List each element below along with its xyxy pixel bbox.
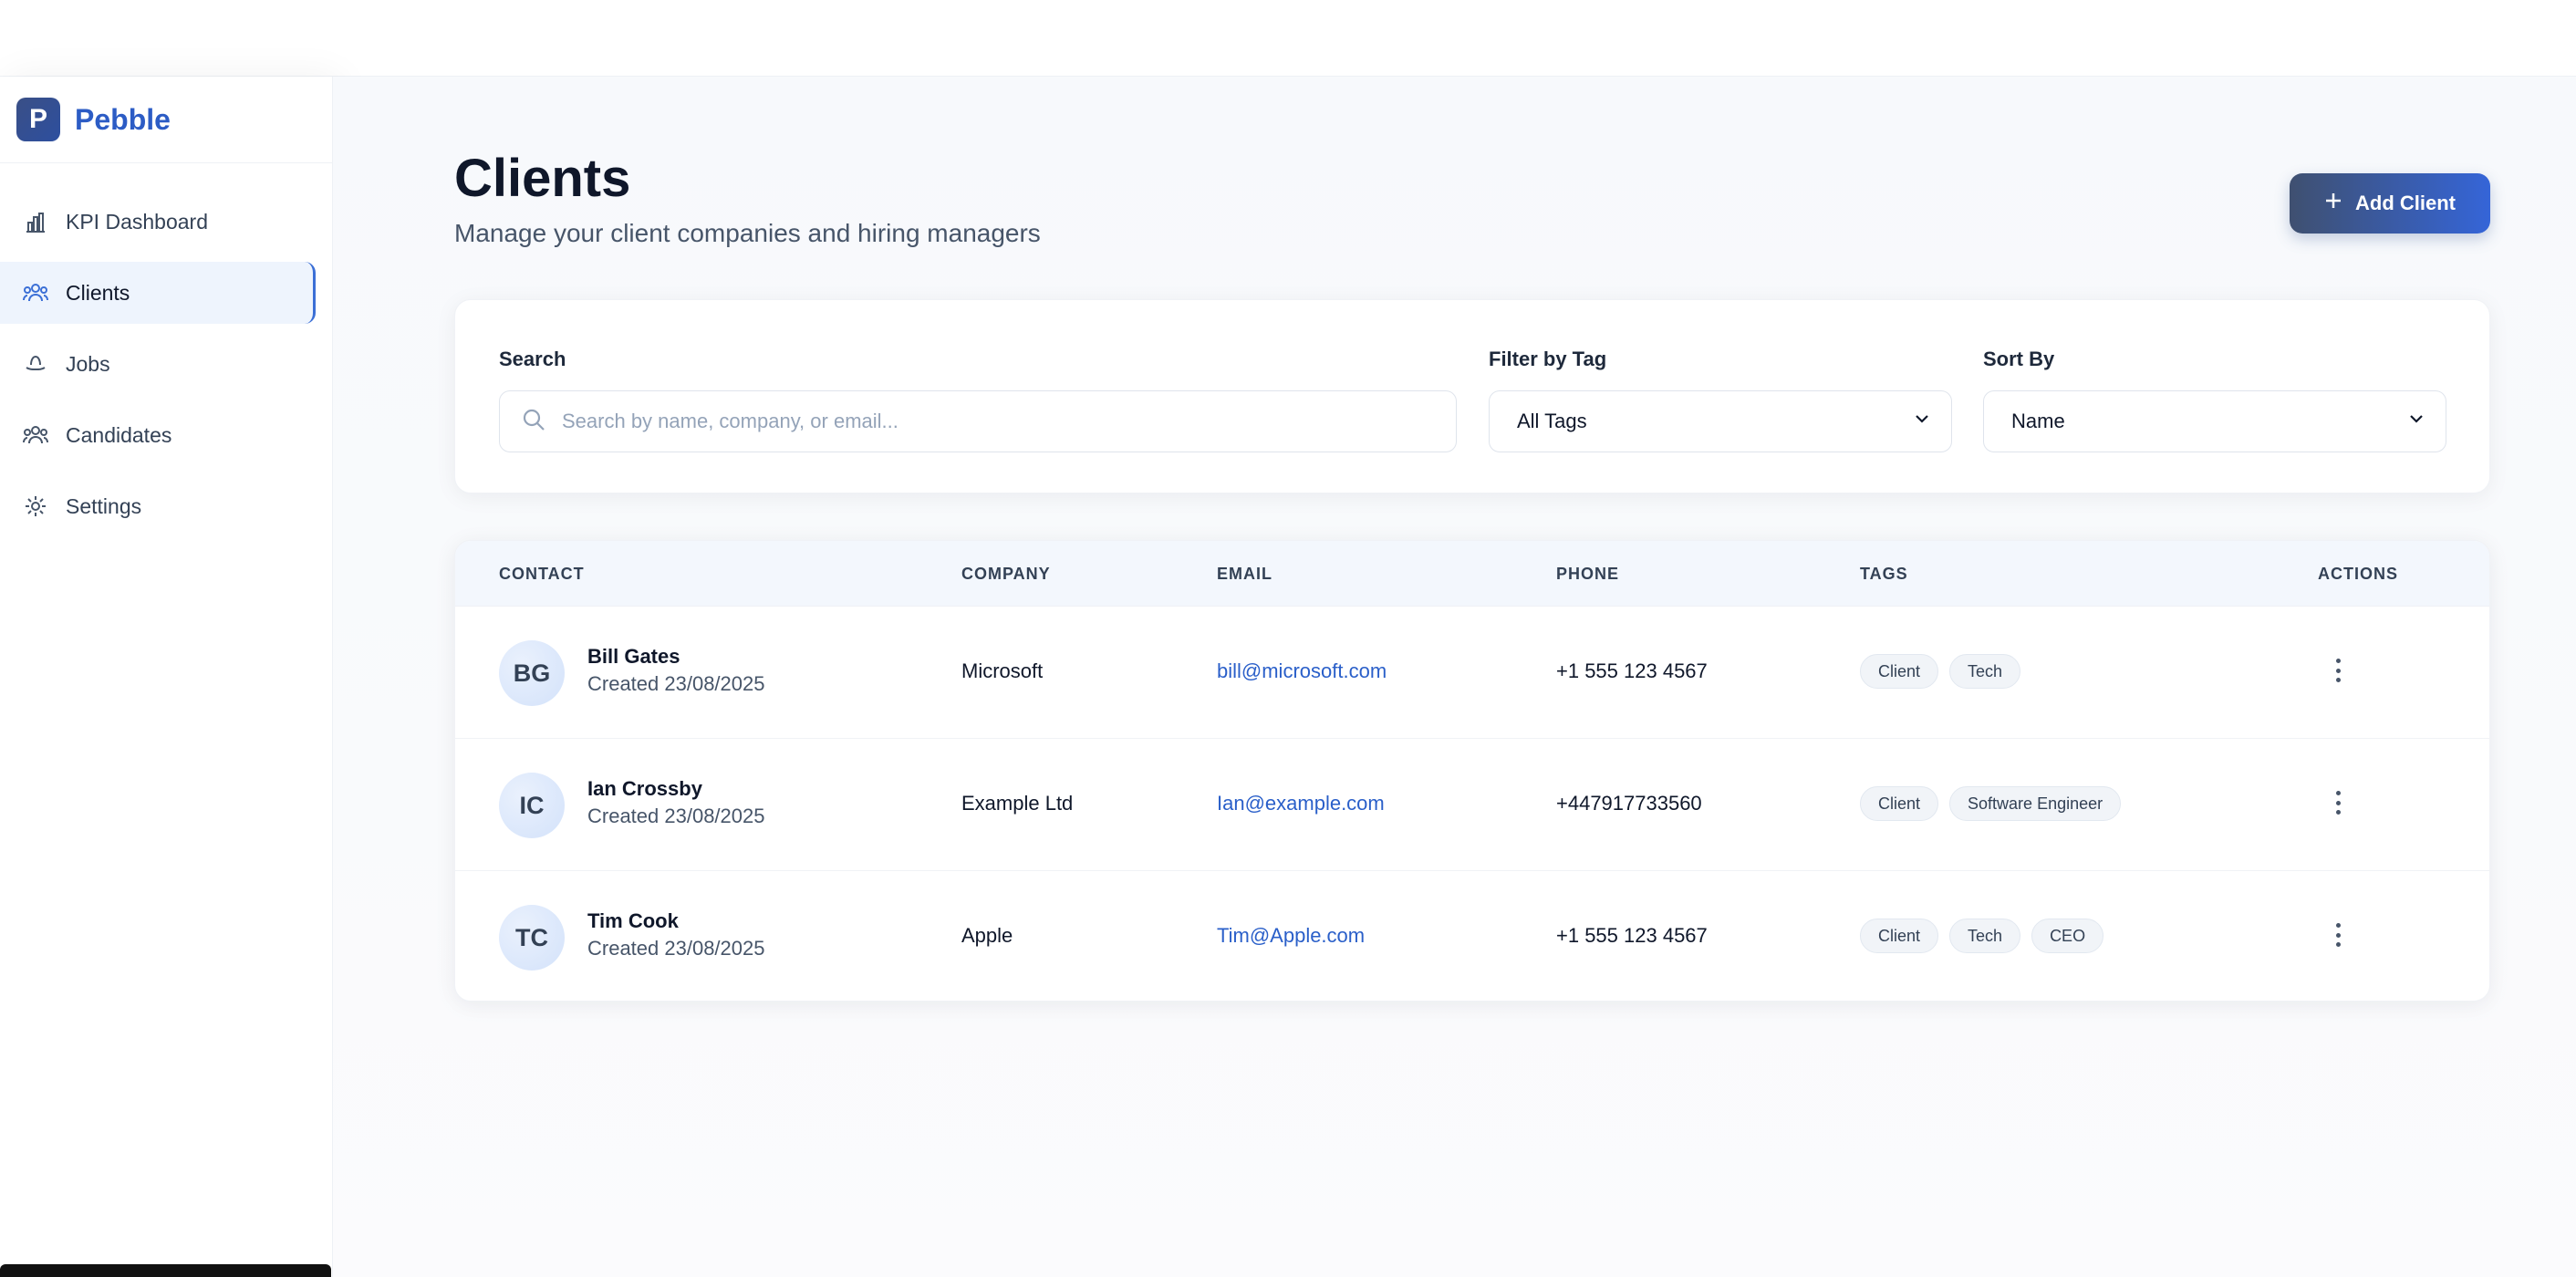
bottom-bar [0,1264,331,1277]
contact-name: Ian Crossby [587,777,702,800]
column-header-actions: ACTIONS [2318,565,2398,583]
clients-table: CONTACT COMPANY EMAIL PHONE TAGS ACTIONS… [454,540,2490,1002]
tag-list: Client Tech [1860,654,2021,689]
company-name: Microsoft [961,659,1044,682]
column-header-phone[interactable]: PHONE [1556,565,1620,583]
filter-tag-label: Filter by Tag [1489,348,1607,370]
table-row[interactable]: TC Tim Cook Created 23/08/2025 Apple Tim… [455,871,2489,1001]
tag-badge: Tech [1949,654,2021,689]
sidebar-item-clients[interactable]: Clients [0,262,316,324]
email-link[interactable]: bill@microsoft.com [1217,659,1387,682]
brand-logo: P [16,98,60,141]
phone-number: +1 555 123 4567 [1556,924,1708,947]
sidebar-item-settings[interactable]: Settings [0,475,316,537]
tag-badge: CEO [2031,919,2104,953]
tag-badge: Tech [1949,919,2021,953]
avatar: TC [499,905,565,971]
table-header: CONTACT COMPANY EMAIL PHONE TAGS ACTIONS [455,541,2489,607]
hat-icon [22,350,49,378]
sidebar-nav: KPI Dashboard Clients Jobs Candidates Se… [0,163,332,537]
page-title: Clients [454,149,631,208]
sidebar: P Pebble KPI Dashboard Clients Jobs Can [0,77,333,1277]
tag-badge: Client [1860,786,1939,821]
top-bar [0,0,2576,77]
sort-by-label: Sort By [1983,348,2055,370]
people-icon [22,421,49,449]
contact-name: Bill Gates [587,645,680,668]
sidebar-item-candidates[interactable]: Candidates [0,404,316,466]
add-client-label: Add Client [2355,192,2456,214]
sidebar-item-kpi-dashboard[interactable]: KPI Dashboard [0,191,316,253]
sort-by-select[interactable]: Name [1983,390,2446,452]
company-name: Example Ltd [961,792,1074,815]
sidebar-item-label: Jobs [66,351,110,376]
more-actions-icon[interactable] [2329,919,2347,951]
avatar: BG [499,640,565,706]
table-row[interactable]: IC Ian Crossby Created 23/08/2025 Exampl… [455,739,2489,871]
sidebar-item-label: KPI Dashboard [66,209,208,234]
tag-badge: Software Engineer [1949,786,2122,821]
gear-icon [22,493,49,520]
sidebar-item-label: Settings [66,493,142,518]
filter-panel: Search Filter by Tag All Tags Sort By Na… [454,299,2490,493]
bar-chart-icon [22,208,49,235]
tag-filter-select[interactable]: All Tags [1489,390,1952,452]
tag-list: Client Software Engineer [1860,786,2122,821]
search-input[interactable] [562,410,1438,433]
email-link[interactable]: Ian@example.com [1217,792,1385,815]
tag-badge: Client [1860,919,1939,953]
column-header-tags[interactable]: TAGS [1860,565,1908,583]
contact-created-date: Created 23/08/2025 [587,937,765,960]
plus-icon [2324,192,2342,215]
phone-number: +1 555 123 4567 [1556,659,1708,682]
phone-number: +447917733560 [1556,792,1702,815]
table-row[interactable]: BG Bill Gates Created 23/08/2025 Microso… [455,607,2489,739]
tag-filter-value: All Tags [1517,410,1587,432]
search-icon [522,408,545,436]
email-link[interactable]: Tim@Apple.com [1217,924,1366,947]
column-header-contact[interactable]: CONTACT [499,565,585,583]
page-subtitle: Manage your client companies and hiring … [454,219,1041,247]
search-label: Search [499,348,566,370]
add-client-button[interactable]: Add Client [2290,173,2490,234]
sidebar-item-jobs[interactable]: Jobs [0,333,316,395]
column-header-company[interactable]: COMPANY [961,565,1051,583]
tag-badge: Client [1860,654,1939,689]
chevron-down-icon [1913,410,1931,433]
contact-created-date: Created 23/08/2025 [587,672,765,695]
avatar: IC [499,773,565,838]
brand-name: Pebble [75,102,171,136]
sort-by-value: Name [2011,410,2065,432]
brand[interactable]: P Pebble [0,77,332,163]
more-actions-icon[interactable] [2329,786,2347,819]
column-header-email[interactable]: EMAIL [1217,565,1272,583]
company-name: Apple [961,924,1013,947]
search-field[interactable] [499,390,1457,452]
main-content: Clients Manage your client companies and… [333,77,2576,1277]
contact-name: Tim Cook [587,909,679,932]
chevron-down-icon [2407,410,2425,433]
tag-list: Client Tech CEO [1860,919,2104,953]
users-icon [22,279,49,306]
sidebar-item-label: Clients [66,280,130,305]
sidebar-item-label: Candidates [66,422,172,447]
contact-created-date: Created 23/08/2025 [587,805,765,827]
more-actions-icon[interactable] [2329,654,2347,687]
